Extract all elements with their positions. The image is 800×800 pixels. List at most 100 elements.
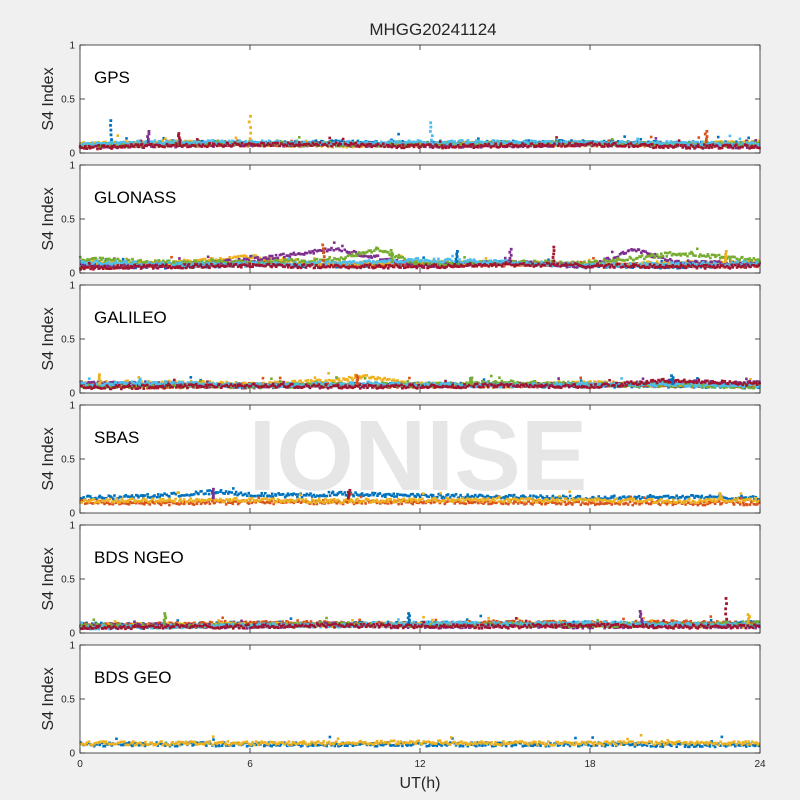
data-point xyxy=(271,144,275,147)
data-point xyxy=(101,145,105,149)
data-point xyxy=(700,143,703,146)
data-point xyxy=(437,144,441,147)
data-point xyxy=(508,144,512,147)
data-point xyxy=(85,147,89,150)
data-point xyxy=(413,262,417,266)
data-point xyxy=(573,140,577,143)
data-point xyxy=(448,140,451,143)
data-point xyxy=(635,140,639,143)
data-point xyxy=(358,252,362,256)
data-point xyxy=(153,139,157,142)
data-point xyxy=(399,139,402,143)
data-point xyxy=(503,142,507,146)
data-point xyxy=(279,253,283,256)
data-point xyxy=(136,142,140,145)
data-point xyxy=(256,256,259,259)
data-point xyxy=(304,139,308,143)
data-point xyxy=(392,144,396,148)
data-point xyxy=(697,136,701,139)
data-point xyxy=(339,142,343,146)
panel-label: GPS xyxy=(94,68,130,87)
data-point xyxy=(174,145,177,149)
data-point xyxy=(270,254,274,258)
data-point xyxy=(460,139,464,142)
data-point xyxy=(743,140,747,143)
data-point xyxy=(310,144,314,147)
data-point xyxy=(538,142,541,146)
data-point xyxy=(430,140,433,143)
data-point xyxy=(340,249,344,253)
data-point xyxy=(175,142,178,145)
data-point xyxy=(720,146,724,150)
data-point xyxy=(564,143,568,146)
data-point xyxy=(206,140,210,144)
data-point xyxy=(558,139,561,142)
data-point xyxy=(260,141,263,145)
data-point xyxy=(192,142,195,146)
data-point xyxy=(151,143,155,147)
data-point xyxy=(334,141,338,145)
data-point xyxy=(747,136,750,140)
data-point xyxy=(560,145,563,148)
data-point xyxy=(247,258,251,262)
data-point xyxy=(299,140,302,144)
data-point xyxy=(370,256,374,259)
data-point xyxy=(652,146,655,150)
data-point xyxy=(651,143,654,146)
data-point xyxy=(647,140,650,144)
data-point xyxy=(444,146,448,150)
data-point xyxy=(342,144,345,147)
data-point xyxy=(425,141,429,144)
data-point xyxy=(499,142,503,145)
data-point xyxy=(91,141,94,144)
data-point xyxy=(268,254,271,258)
data-point xyxy=(730,140,733,143)
data-point xyxy=(203,144,207,148)
data-point xyxy=(283,255,286,259)
data-point xyxy=(624,144,628,147)
data-point xyxy=(219,143,223,147)
data-point xyxy=(726,140,730,144)
data-point xyxy=(152,142,155,146)
data-point xyxy=(490,142,494,146)
data-point xyxy=(313,248,317,252)
data-point xyxy=(289,144,293,148)
data-point xyxy=(728,134,732,138)
data-point xyxy=(545,140,549,143)
data-point xyxy=(91,257,95,260)
data-point xyxy=(175,139,178,143)
data-point xyxy=(96,147,99,151)
data-point xyxy=(236,255,240,258)
data-point xyxy=(636,137,639,141)
data-point xyxy=(624,251,628,255)
data-point xyxy=(677,139,681,142)
data-point xyxy=(540,145,544,148)
data-point xyxy=(654,146,658,149)
y-tick-label: 0 xyxy=(69,269,75,280)
data-point xyxy=(150,145,153,148)
data-point xyxy=(327,141,331,145)
data-point xyxy=(378,249,382,253)
data-point xyxy=(299,252,302,256)
data-point xyxy=(142,140,145,144)
outlier-point xyxy=(249,131,253,135)
data-point xyxy=(715,140,718,144)
data-point xyxy=(399,144,403,148)
y-tick-label: 1 xyxy=(69,41,75,52)
data-point xyxy=(608,144,612,148)
data-point xyxy=(438,140,442,143)
data-point xyxy=(222,141,226,144)
data-point xyxy=(647,260,650,264)
data-point xyxy=(376,247,380,250)
data-point xyxy=(655,143,659,147)
data-point xyxy=(683,144,686,147)
data-point xyxy=(669,140,673,143)
data-point xyxy=(99,145,102,148)
data-point xyxy=(592,256,595,260)
data-point xyxy=(697,145,700,149)
outlier-point xyxy=(429,125,433,129)
data-point xyxy=(610,137,614,141)
data-point xyxy=(113,140,116,144)
data-point xyxy=(103,145,107,149)
data-point xyxy=(89,141,93,145)
